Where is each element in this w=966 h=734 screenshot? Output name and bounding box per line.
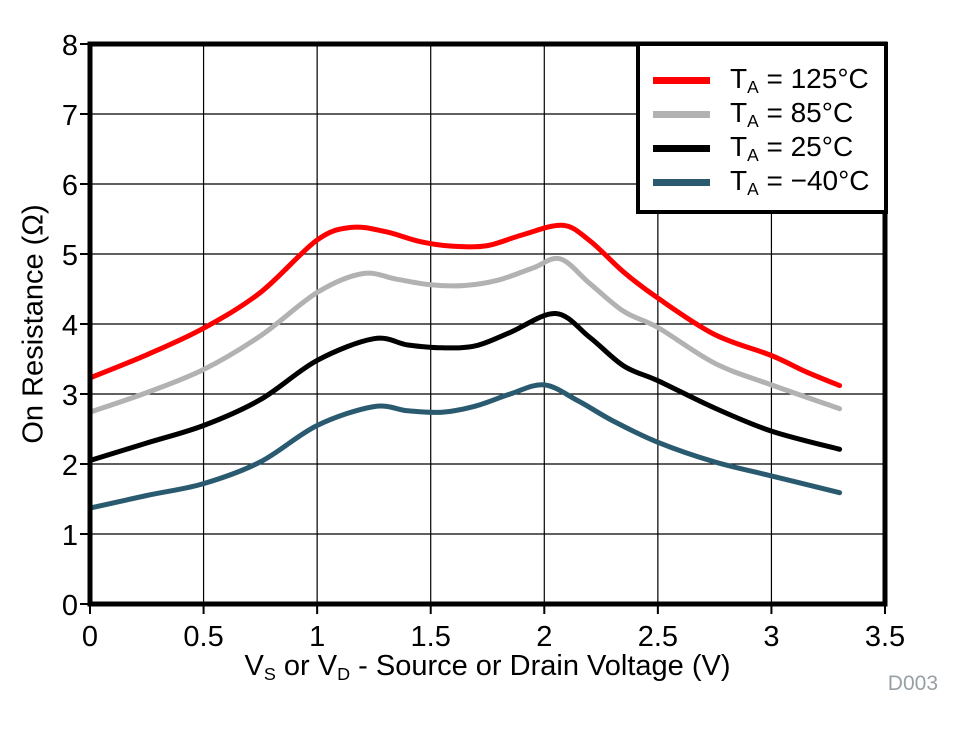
series-line — [87, 311, 843, 463]
y-tick-label: 4 — [62, 310, 78, 342]
x-tick-label: 1.5 — [411, 621, 451, 653]
series-line — [87, 222, 843, 389]
x-axis-subscript-d: D — [337, 664, 351, 685]
legend-item: TA = −40°C — [640, 165, 884, 199]
y-axis-title-text: On Resistance (Ω) — [17, 204, 50, 444]
y-tick-label: 6 — [62, 170, 78, 202]
legend-item: TA = 25°C — [640, 131, 884, 165]
legend-label: TA = 25°C — [730, 130, 854, 165]
y-axis-title: On Resistance (Ω) — [18, 204, 51, 443]
x-tick-label: 2 — [536, 621, 552, 653]
series-line — [87, 382, 843, 511]
legend-item: TA = 85°C — [640, 97, 884, 131]
plot-border — [87, 41, 888, 607]
legend-item: TA = 125°C — [640, 63, 884, 97]
x-tick-label: 2.5 — [638, 621, 678, 653]
x-axis-title: VS or VD - Source or Drain Voltage (V) — [90, 650, 885, 685]
legend-line-swatch — [653, 110, 710, 118]
y-tick-label: 7 — [62, 100, 78, 132]
x-tick-label: 3.5 — [865, 621, 905, 653]
y-tick-label: 2 — [62, 450, 78, 482]
watermark: D003 — [887, 672, 938, 695]
x-axis-title-text: V — [244, 650, 264, 682]
legend-line-swatch — [653, 144, 710, 152]
y-tick-label: 3 — [62, 380, 78, 412]
legend-label: TA = −40°C — [730, 164, 870, 199]
x-axis-title-text: or V — [275, 650, 338, 682]
y-tick-label: 8 — [62, 30, 78, 62]
x-tick-label: 1 — [309, 621, 325, 653]
y-tick-label: 0 — [62, 590, 78, 622]
legend: TA = 125°C TA = 85°C TA = 25°C TA = −40°… — [636, 42, 888, 214]
x-tick-label: 3 — [763, 621, 779, 653]
series-line — [87, 255, 843, 415]
x-tick-label: 0.5 — [183, 621, 223, 653]
legend-line-swatch — [653, 178, 710, 186]
legend-label: TA = 85°C — [730, 96, 854, 131]
y-tick-label: 1 — [62, 520, 78, 552]
y-tick-label: 5 — [62, 240, 78, 272]
x-axis-title-text: - Source or Drain Voltage (V) — [350, 650, 731, 682]
x-axis-subscript-s: S — [263, 664, 276, 685]
x-tick-label: 0 — [82, 621, 98, 653]
legend-label: TA = 125°C — [730, 62, 869, 97]
legend-line-swatch — [653, 76, 710, 84]
